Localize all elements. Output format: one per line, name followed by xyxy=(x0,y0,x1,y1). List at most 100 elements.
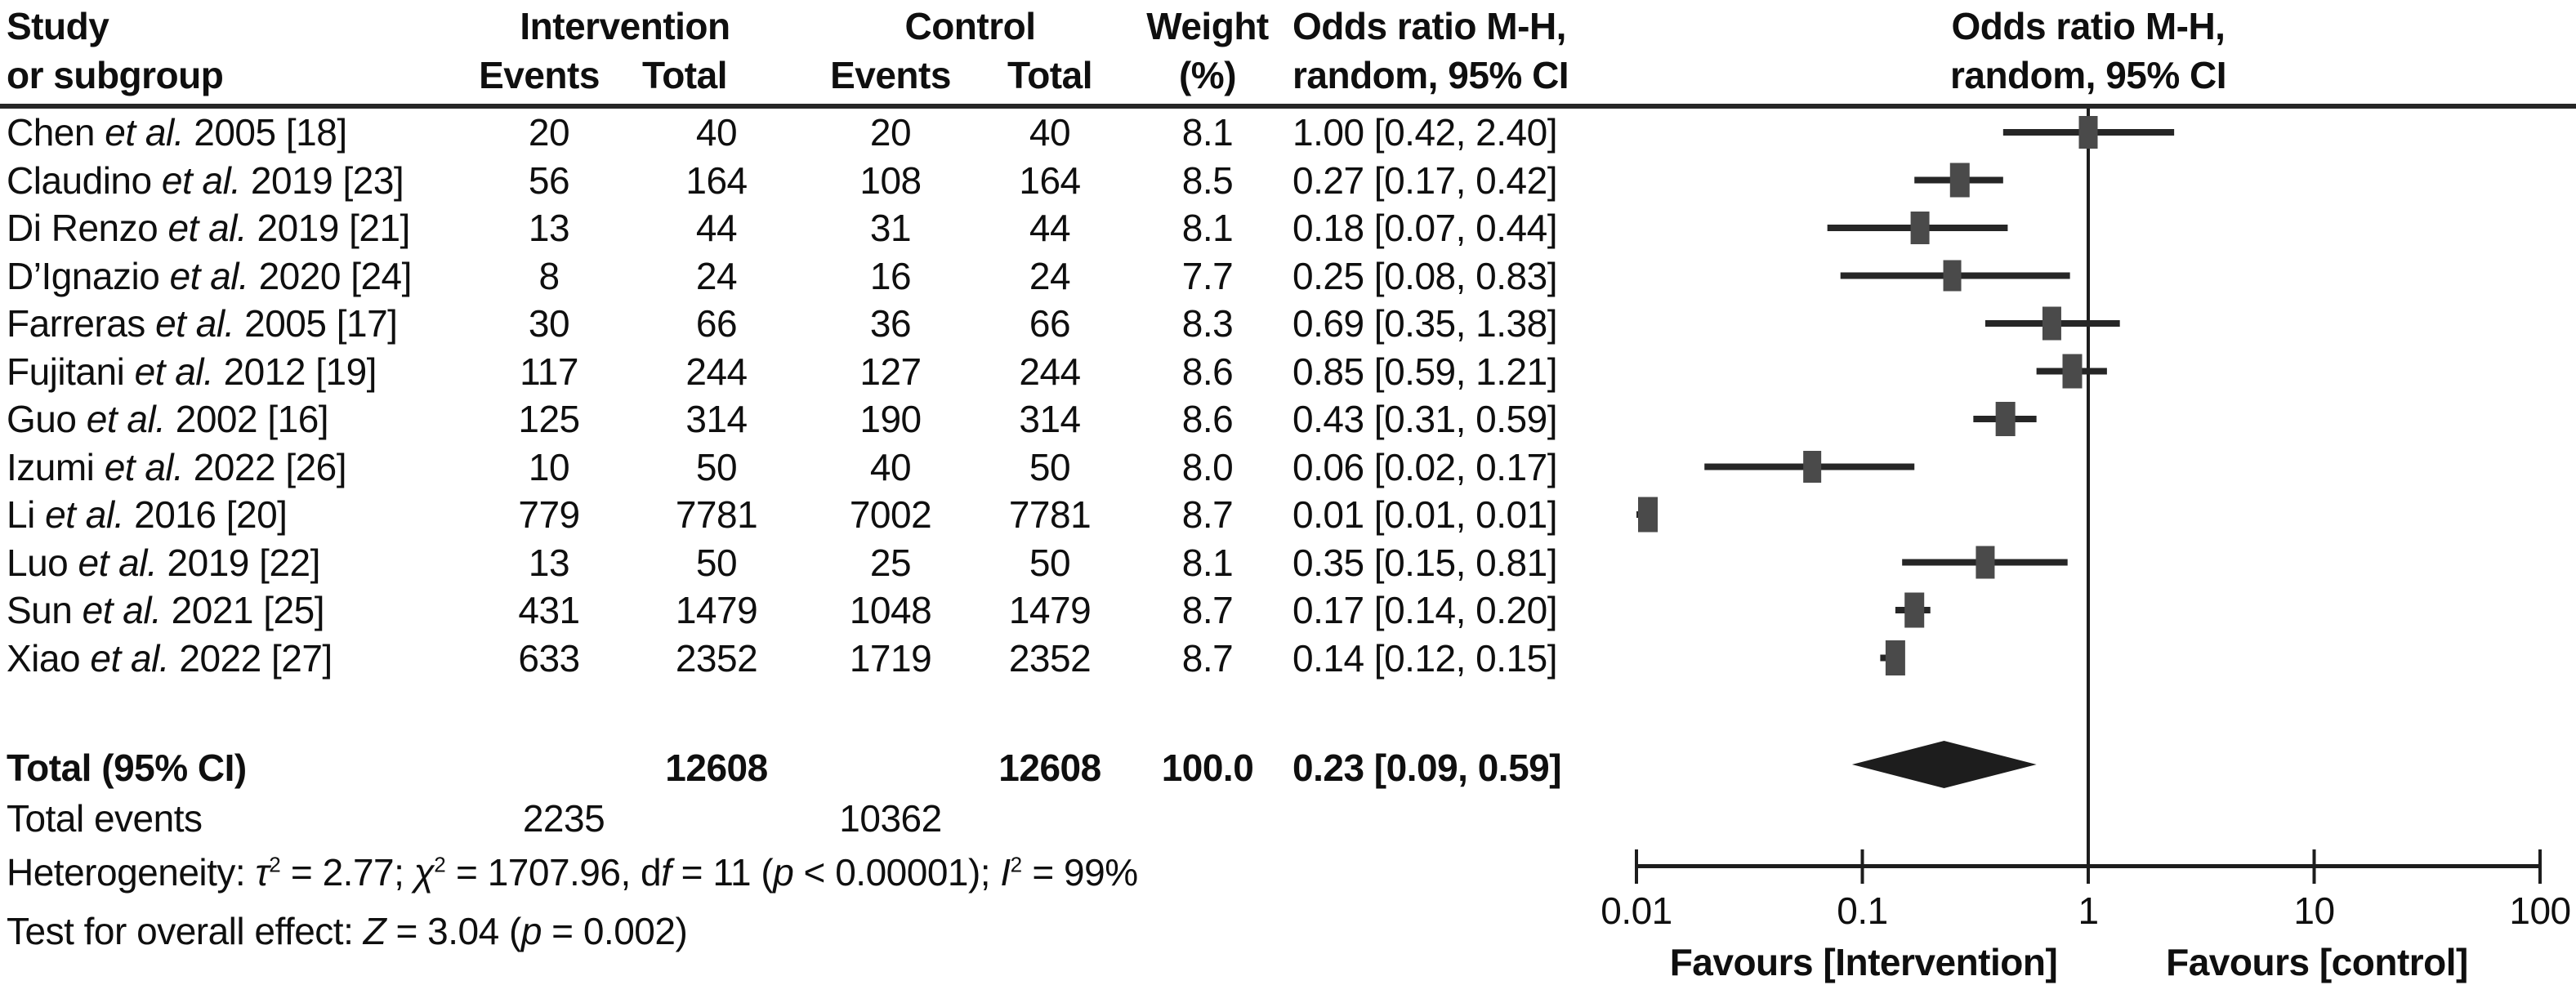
control-events: 1719 xyxy=(849,636,932,680)
header-int-events: Events xyxy=(479,54,600,96)
x-axis-tick xyxy=(1635,849,1638,884)
control-total: 50 xyxy=(1029,541,1071,584)
study-name: Luo et al. 2019 [22] xyxy=(7,539,320,586)
header-study: Study xyxy=(7,5,109,47)
header-separator-line xyxy=(0,104,2576,109)
control-events: 1048 xyxy=(849,589,932,631)
study-marker xyxy=(1949,163,1970,198)
control-total: 24 xyxy=(1029,254,1071,297)
axis-tick-label: 0.1 xyxy=(1837,889,1888,932)
or-ci-text: 0.18 [0.07, 0.44] xyxy=(1292,207,1558,249)
study-row: Li et al. 2016 [20] 779 7781 7002 7781 8.7 0.0… xyxy=(0,491,2576,538)
study-row: Izumi et al. 2022 [26] 10 50 40 50 8.0 0.06 [0… xyxy=(0,444,2576,491)
weight-value: 8.1 xyxy=(1181,207,1234,249)
study-label: Farreras et al. 2005 [17] xyxy=(7,302,398,345)
study-label: Fujitani et al. 2012 [19] xyxy=(7,350,377,393)
intervention-events: 633 xyxy=(518,636,580,680)
intervention-events: 125 xyxy=(518,398,580,440)
header-intervention: Intervention xyxy=(520,5,730,47)
control-total: 244 xyxy=(1019,350,1081,393)
control-total: 7781 xyxy=(1008,493,1092,536)
intervention-events: 20 xyxy=(528,111,570,154)
intervention-total: 2352 xyxy=(675,636,758,680)
x-axis-tick xyxy=(1860,849,1864,884)
x-axis-tick xyxy=(2087,849,2090,884)
total-or-ci: 0.23 [0.09, 0.59] xyxy=(1292,747,1562,789)
control-total: 2352 xyxy=(1008,636,1092,680)
header-or-line2: random, 95% CI xyxy=(1292,54,1569,96)
study-row: Claudino et al. 2019 [23] 56 164 108 164 8.5 0… xyxy=(0,157,2576,204)
study-label: Guo et al. 2002 [16] xyxy=(7,398,329,440)
intervention-total: 50 xyxy=(695,445,738,488)
weight-value: 8.7 xyxy=(1181,589,1234,631)
study-marker xyxy=(2078,116,2098,149)
intervention-total: 314 xyxy=(685,398,748,440)
or-ci-text: 0.14 [0.12, 0.15] xyxy=(1292,636,1558,680)
reference-line-or-1 xyxy=(2087,109,2090,867)
intervention-events: 13 xyxy=(528,541,570,584)
study-name: Sun et al. 2021 [25] xyxy=(7,586,325,634)
intervention-total: 44 xyxy=(695,207,738,249)
study-name: Xiao et al. 2022 [27] xyxy=(7,635,333,682)
control-total: 40 xyxy=(1029,111,1071,154)
study-row: Guo et al. 2002 [16] 125 314 190 314 8.6 0.43 … xyxy=(0,395,2576,443)
axis-tick-label: 100 xyxy=(2509,889,2571,932)
study-label: D’Ignazio et al. 2020 [24] xyxy=(7,254,412,297)
intervention-events: 30 xyxy=(528,302,570,345)
total-events-label: Total events xyxy=(7,797,203,840)
study-marker xyxy=(1885,640,1905,675)
study-name: Li et al. 2016 [20] xyxy=(7,491,288,538)
header-plot-or-line1: Odds ratio M-H, xyxy=(1951,5,2226,47)
study-label: Li et al. 2016 [20] xyxy=(7,493,288,536)
overall-effect-test: Test for overall effect: Z = 3.04 (p = 0… xyxy=(7,910,688,952)
control-events: 190 xyxy=(859,398,922,440)
control-events: 127 xyxy=(859,350,922,393)
study-marker xyxy=(1638,497,1658,533)
intervention-total: 40 xyxy=(695,111,738,154)
study-row: Chen et al. 2005 [18] 20 40 20 40 8.1 1.00 [0.… xyxy=(0,109,2576,156)
control-events: 108 xyxy=(859,158,922,202)
control-events: 7002 xyxy=(849,493,932,536)
study-name: D’Ignazio et al. 2020 [24] xyxy=(7,252,412,300)
study-marker xyxy=(1910,212,1930,244)
control-events: 31 xyxy=(869,207,912,249)
axis-tick-label: 10 xyxy=(2293,889,2335,932)
study-marker xyxy=(1803,451,1822,483)
control-events: 40 xyxy=(869,445,912,488)
or-ci-text: 0.35 [0.15, 0.81] xyxy=(1292,541,1558,584)
study-name: Izumi et al. 2022 [26] xyxy=(7,444,347,491)
or-ci-text: 0.17 [0.14, 0.20] xyxy=(1292,589,1558,631)
study-row: Farreras et al. 2005 [17] 30 66 36 66 8.3 0.69… xyxy=(0,300,2576,347)
study-marker xyxy=(2042,306,2061,341)
study-name: Farreras et al. 2005 [17] xyxy=(7,300,398,347)
weight-value: 8.0 xyxy=(1181,445,1234,488)
study-row: Fujitani et al. 2012 [19] 117 244 127 244 8.6… xyxy=(0,348,2576,395)
weight-value: 8.6 xyxy=(1181,398,1234,440)
control-total: 50 xyxy=(1029,445,1071,488)
intervention-total: 1479 xyxy=(675,589,758,631)
weight-value: 8.6 xyxy=(1181,350,1234,393)
study-label: Claudino et al. 2019 [23] xyxy=(7,158,404,202)
header-weight-pct: (%) xyxy=(1178,54,1237,96)
intervention-events: 8 xyxy=(538,254,560,297)
header-weight: Weight xyxy=(1146,5,1269,47)
study-name: Fujitani et al. 2012 [19] xyxy=(7,348,377,395)
study-name: Guo et al. 2002 [16] xyxy=(7,395,329,443)
or-ci-text: 1.00 [0.42, 2.40] xyxy=(1292,111,1558,154)
study-marker xyxy=(1995,402,2016,436)
study-row: Di Renzo et al. 2019 [21] 13 44 31 44 8.1 0.18… xyxy=(0,204,2576,252)
weight-value: 8.1 xyxy=(1181,541,1234,584)
control-total: 66 xyxy=(1029,302,1071,345)
weight-value: 8.7 xyxy=(1181,493,1234,536)
header-control: Control xyxy=(904,5,1036,47)
intervention-events: 13 xyxy=(528,207,570,249)
study-label: Luo et al. 2019 [22] xyxy=(7,541,320,584)
study-label: Xiao et al. 2022 [27] xyxy=(7,636,333,680)
study-row: Sun et al. 2021 [25] 431 1479 1048 1479 8.7 0.… xyxy=(0,586,2576,634)
control-total: 164 xyxy=(1019,158,1081,202)
intervention-total: 50 xyxy=(695,541,738,584)
study-label: Sun et al. 2021 [25] xyxy=(7,589,325,631)
weight-value: 8.1 xyxy=(1181,111,1234,154)
axis-tick-label: 0.01 xyxy=(1601,889,1672,932)
